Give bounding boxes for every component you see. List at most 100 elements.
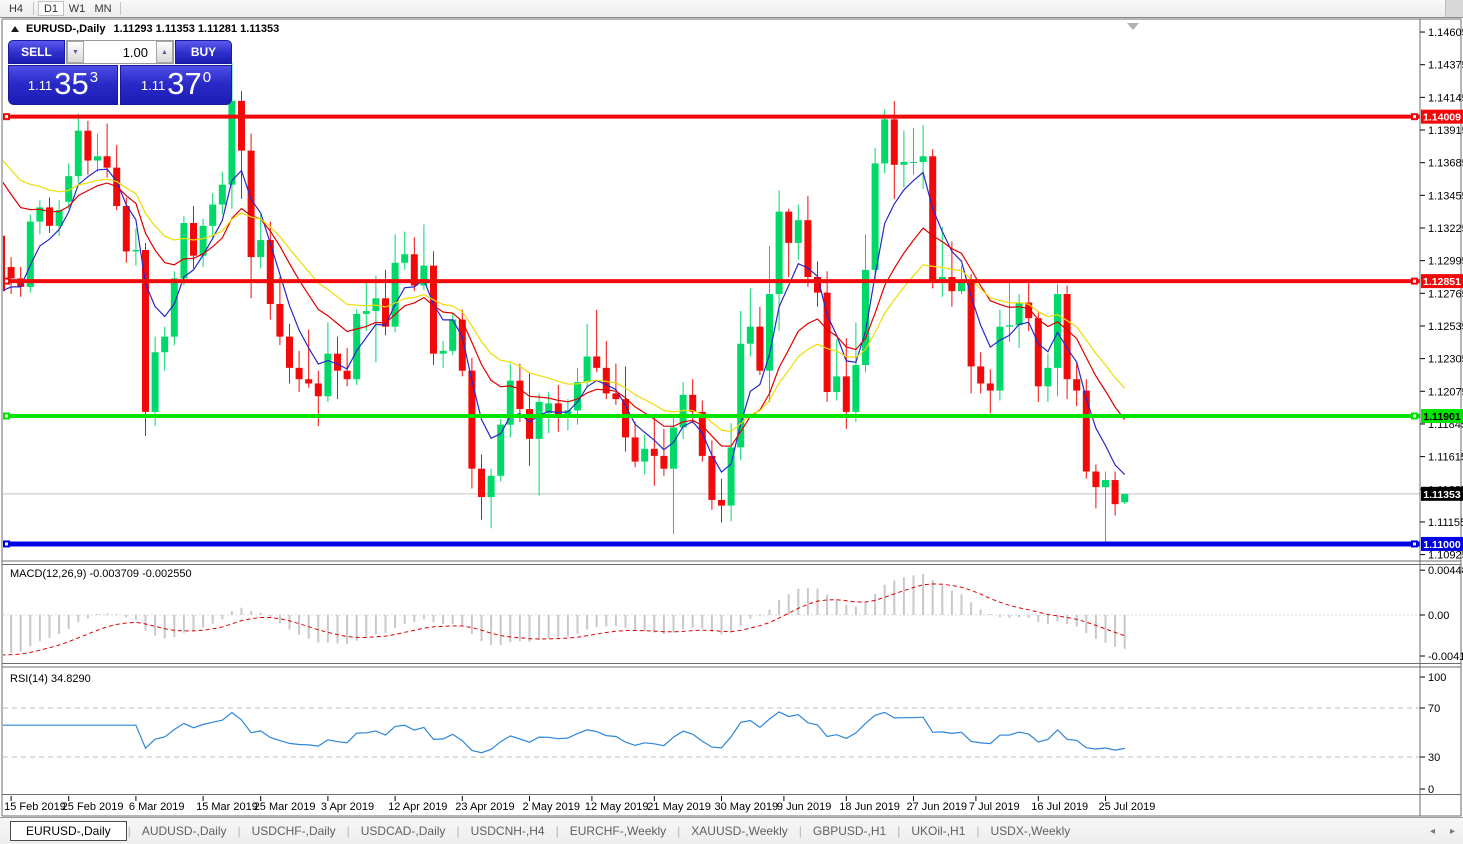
buy-button[interactable]: BUY xyxy=(175,40,232,64)
candle-body[interactable] xyxy=(161,336,169,353)
candle-body[interactable] xyxy=(362,311,370,314)
candle-body[interactable] xyxy=(535,401,543,439)
candle-body[interactable] xyxy=(1015,302,1023,326)
candle-body[interactable] xyxy=(1025,302,1033,319)
candle-body[interactable] xyxy=(199,225,207,256)
candle-body[interactable] xyxy=(833,376,841,393)
date-axis-label[interactable]: 30 May 2019 xyxy=(715,801,779,813)
candle-body[interactable] xyxy=(910,161,917,163)
chart-tab-usdcnh[interactable]: USDCNH-,H4 xyxy=(470,824,545,838)
candle-body[interactable] xyxy=(410,254,418,286)
date-axis-label[interactable]: 25 Mar 2019 xyxy=(254,801,316,813)
date-axis-label[interactable]: 23 Apr 2019 xyxy=(455,801,514,813)
date-axis-label[interactable]: 25 Feb 2019 xyxy=(62,801,124,813)
candle-body[interactable] xyxy=(516,380,524,410)
candle-body[interactable] xyxy=(228,100,236,185)
candle-body[interactable] xyxy=(506,380,514,425)
volume-decrease-icon[interactable]: ▼ xyxy=(67,41,84,63)
candle-body[interactable] xyxy=(238,100,245,151)
candle-body[interactable] xyxy=(55,210,63,226)
candle-body[interactable] xyxy=(266,240,274,304)
candle-body[interactable] xyxy=(46,207,53,226)
candle-body[interactable] xyxy=(257,240,265,258)
candle-body[interactable] xyxy=(276,303,284,337)
candle-body[interactable] xyxy=(151,352,159,412)
candle-body[interactable] xyxy=(871,163,879,270)
date-axis-label[interactable]: 12 May 2019 xyxy=(585,801,649,813)
candle-body[interactable] xyxy=(1082,390,1090,472)
candle-body[interactable] xyxy=(1073,379,1081,391)
candle-body[interactable] xyxy=(1111,480,1119,505)
collapse-panel-icon[interactable] xyxy=(11,26,19,32)
candle-body[interactable] xyxy=(622,399,629,438)
date-axis-label[interactable]: 7 Jul 2019 xyxy=(969,801,1020,813)
candle-body[interactable] xyxy=(343,370,351,380)
candle-body[interactable] xyxy=(247,150,255,258)
chart-tab-eurchf[interactable]: EURCHF-,Weekly xyxy=(569,824,667,838)
candle-body[interactable] xyxy=(842,376,850,412)
candle-body[interactable] xyxy=(439,350,447,354)
candle-body[interactable] xyxy=(142,250,149,412)
candle-body[interactable] xyxy=(650,448,658,456)
candle-body[interactable] xyxy=(756,326,764,371)
chart-ohlc-header[interactable]: EURUSD-,Daily 1.11293 1.11353 1.11281 1.… xyxy=(11,23,279,35)
candle-body[interactable] xyxy=(977,366,985,384)
candle-body[interactable] xyxy=(1102,480,1109,488)
candle-body[interactable] xyxy=(420,265,428,286)
candle-body[interactable] xyxy=(314,383,322,397)
candle-body[interactable] xyxy=(295,367,303,380)
chart-tab-usdcad[interactable]: USDCAD-,Daily xyxy=(360,824,446,838)
candle-body[interactable] xyxy=(7,267,15,279)
candle-body[interactable] xyxy=(631,437,639,462)
candle-body[interactable] xyxy=(852,365,860,412)
candle-body[interactable] xyxy=(737,343,745,448)
candle-body[interactable] xyxy=(103,156,111,168)
candle-body[interactable] xyxy=(967,281,975,367)
candle-body[interactable] xyxy=(718,499,725,506)
candle-body[interactable] xyxy=(170,278,178,337)
volume-value[interactable]: 1.00 xyxy=(122,44,148,60)
date-axis-label[interactable]: 6 Mar 2019 xyxy=(129,801,185,813)
candle-body[interactable] xyxy=(449,319,457,351)
candle-body[interactable] xyxy=(401,254,409,263)
chart-tab-gbpusd[interactable]: GBPUSD-,H1 xyxy=(812,824,887,838)
candle-body[interactable] xyxy=(814,276,821,293)
candle-body[interactable] xyxy=(766,294,773,371)
tab-nav-left-icon[interactable]: ◂ xyxy=(1429,825,1435,837)
candle-body[interactable] xyxy=(382,298,389,327)
date-axis-label[interactable]: 18 Jun 2019 xyxy=(839,801,900,813)
candle-body[interactable] xyxy=(689,394,697,412)
date-axis-label[interactable]: 25 Jul 2019 xyxy=(1099,801,1156,813)
candle-body[interactable] xyxy=(1063,294,1071,380)
date-axis-label[interactable]: 3 Apr 2019 xyxy=(321,801,374,813)
date-axis-label[interactable]: 15 Feb 2019 xyxy=(4,801,66,813)
candle-body[interactable] xyxy=(305,379,313,384)
candle-body[interactable] xyxy=(948,276,956,292)
candle-body[interactable] xyxy=(487,475,495,498)
chart-tab-xauusd[interactable]: XAUUSD-,Weekly xyxy=(691,824,788,838)
candle-body[interactable] xyxy=(218,184,226,205)
candle-body[interactable] xyxy=(823,292,831,393)
candle-body[interactable] xyxy=(794,220,802,243)
chart-tab-eurusd[interactable]: EURUSD-,Daily xyxy=(10,821,127,841)
candle-body[interactable] xyxy=(1044,367,1052,387)
candle-body[interactable] xyxy=(209,204,217,226)
candle-body[interactable] xyxy=(1092,471,1100,488)
candle-body[interactable] xyxy=(574,382,581,411)
chart-tab-audusd[interactable]: AUDUSD-,Daily xyxy=(141,824,227,838)
date-axis-label[interactable]: 2 May 2019 xyxy=(523,801,580,813)
candle-body[interactable] xyxy=(929,156,937,282)
candle-body[interactable] xyxy=(324,353,332,397)
candle-body[interactable] xyxy=(785,211,793,243)
candle-body[interactable] xyxy=(679,394,687,428)
date-axis-label[interactable]: 16 Jul 2019 xyxy=(1031,801,1088,813)
candle-body[interactable] xyxy=(612,393,620,400)
candle-body[interactable] xyxy=(1034,318,1042,387)
candle-body[interactable] xyxy=(74,130,82,177)
candle-body[interactable] xyxy=(497,424,505,476)
candle-body[interactable] xyxy=(478,468,485,498)
sell-button[interactable]: SELL xyxy=(8,40,65,64)
candle-body[interactable] xyxy=(862,269,869,366)
sell-price-panel[interactable]: 1.11 35 3 xyxy=(8,65,118,105)
